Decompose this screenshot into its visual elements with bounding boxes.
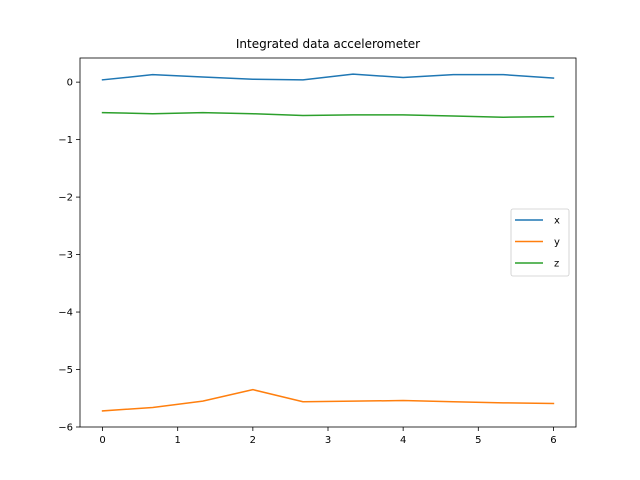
y-tick-label: −5: [58, 365, 73, 376]
y-tick-label: 0: [67, 78, 73, 89]
series-line-x: [101, 73, 555, 81]
legend-box: [510, 208, 570, 277]
legend-label-z: z: [554, 259, 559, 270]
chart-title: Integrated data accelerometer: [236, 37, 420, 51]
y-tick-label: −3: [58, 250, 73, 261]
series-line-y: [101, 388, 555, 412]
y-tick-label: −6: [58, 423, 73, 434]
y-tick-label: −4: [58, 308, 73, 319]
legend-label-y: y: [554, 237, 560, 248]
x-tick-label: 3: [325, 435, 331, 446]
plot-area: 0 1 2 3 4 5 6 0 −1 −2 −3 −4 −5 −6 xyz: [58, 57, 577, 446]
x-tick-label: 4: [400, 435, 406, 446]
y-tick-label: −1: [58, 135, 73, 146]
y-tick-label: −2: [58, 193, 73, 204]
x-tick-label: 1: [175, 435, 181, 446]
legend-label-x: x: [554, 216, 560, 227]
x-tick-label: 6: [550, 435, 556, 446]
x-tick-label: 0: [99, 435, 105, 446]
x-tick-label: 5: [475, 435, 481, 446]
x-tick-label: 2: [250, 435, 256, 446]
axes-frame: [79, 57, 577, 428]
series-line-z: [101, 111, 555, 118]
